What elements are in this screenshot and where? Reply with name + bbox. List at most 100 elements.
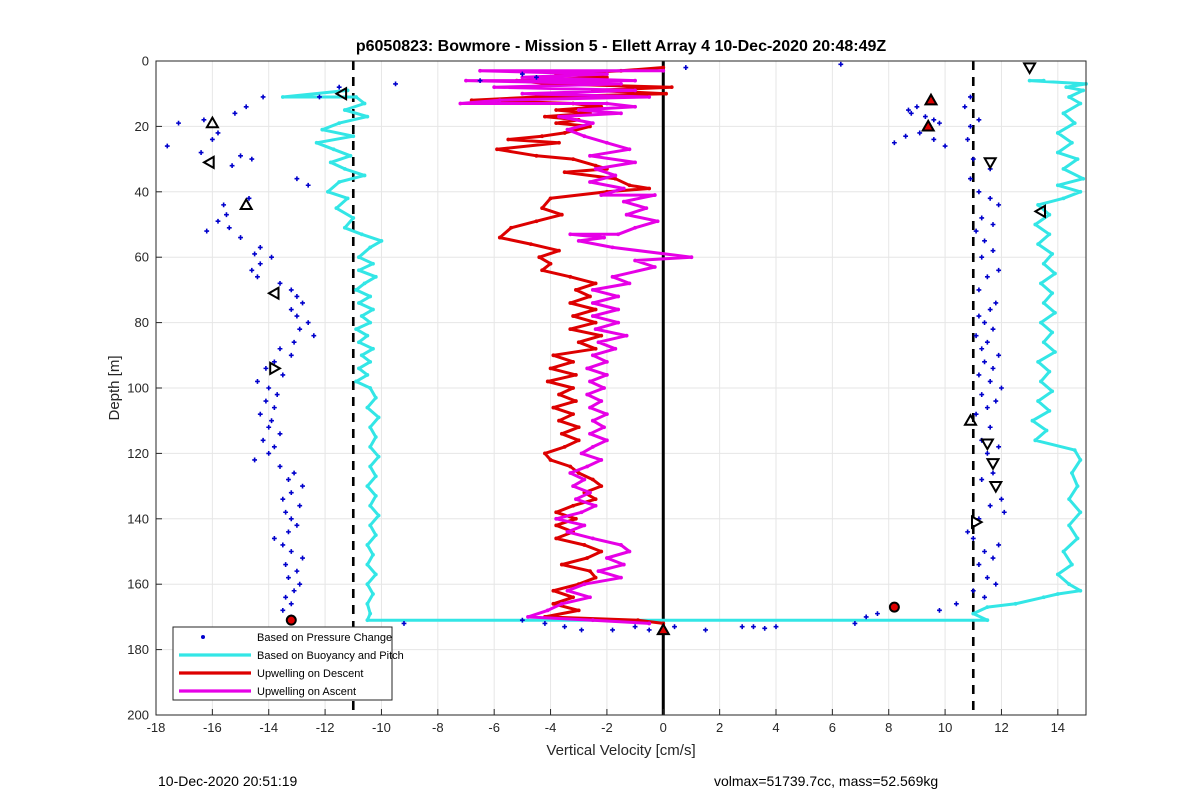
- x-tick-label: 12: [994, 720, 1008, 735]
- pressure-change-point: [976, 313, 982, 319]
- upwelling-on-ascent-point: [605, 373, 609, 377]
- upwelling-on-ascent-point: [633, 160, 637, 165]
- upwelling-on-ascent-point: [593, 167, 598, 171]
- pressure-change-point: [297, 503, 303, 509]
- upwelling-on-descent-point: [582, 543, 587, 547]
- upwelling-on-ascent-point: [605, 140, 609, 145]
- x-tick-label: -2: [601, 720, 613, 735]
- based-on-buoyancy-and-pitch-point: [368, 320, 373, 325]
- pressure-change-point: [672, 624, 677, 630]
- pressure-change-point: [280, 542, 286, 548]
- based-on-buoyancy-and-pitch-point: [1078, 101, 1083, 106]
- upwelling-on-ascent-point: [619, 543, 623, 547]
- pressure-change-point: [987, 379, 993, 384]
- upwelling-on-ascent-point: [492, 85, 497, 90]
- upwelling-on-descent-point: [593, 163, 598, 168]
- based-on-buoyancy-and-pitch-point: [1047, 212, 1052, 217]
- upwelling-on-ascent-point: [599, 193, 604, 197]
- pressure-change-point: [252, 457, 258, 463]
- footer-volmax-mass: volmax=51739.7cc, mass=52.569kg: [714, 773, 939, 789]
- upwelling-on-descent-point: [576, 425, 581, 430]
- triangle-up-marker: [963, 413, 978, 426]
- x-tick-label: -6: [488, 720, 500, 735]
- based-on-buoyancy-and-pitch-point: [1047, 232, 1052, 237]
- upwelling-on-descent-point: [593, 281, 598, 286]
- x-tick-label: 6: [829, 720, 836, 735]
- upwelling-on-descent-point: [497, 235, 502, 240]
- pressure-change-point: [257, 411, 263, 417]
- pressure-change-point: [982, 594, 987, 600]
- upwelling-on-descent-point: [551, 601, 556, 606]
- upwelling-on-ascent-point: [605, 101, 609, 106]
- pressure-change-point: [982, 549, 987, 554]
- pressure-change-point: [990, 326, 996, 332]
- upwelling-on-descent-point: [593, 320, 598, 325]
- upwelling-on-ascent-point: [593, 503, 598, 508]
- pressure-change-point: [984, 274, 990, 280]
- upwelling-on-descent-point: [562, 444, 567, 449]
- y-tick-label: 60: [135, 250, 149, 265]
- pressure-change-point: [990, 248, 996, 254]
- footer-timestamp: 10-Dec-2020 20:51:19: [158, 773, 298, 789]
- based-on-buoyancy-and-pitch-point: [1050, 330, 1055, 335]
- pressure-change-point: [260, 94, 266, 100]
- pressure-change-point: [232, 110, 238, 116]
- based-on-buoyancy-and-pitch-point: [1070, 471, 1074, 475]
- pressure-change-point: [739, 624, 745, 630]
- based-on-buoyancy-and-pitch-point: [1050, 291, 1055, 296]
- based-on-buoyancy-and-pitch-point: [1061, 549, 1066, 554]
- pressure-change-point: [393, 81, 398, 87]
- based-on-buoyancy-and-pitch-point: [1067, 497, 1071, 502]
- pressure-change-point: [271, 536, 277, 541]
- upwelling-on-descent-point: [506, 137, 511, 142]
- upwelling-on-ascent-point: [633, 258, 637, 263]
- pressure-change-point: [263, 365, 269, 371]
- pressure-change-point: [984, 451, 990, 456]
- based-on-buoyancy-and-pitch-point: [1041, 595, 1046, 600]
- pressure-change-point: [224, 212, 229, 218]
- pressure-change-point: [294, 313, 300, 319]
- y-tick-label: 0: [142, 54, 149, 69]
- based-on-buoyancy-and-pitch-point: [368, 294, 373, 299]
- based-on-buoyancy-and-pitch-point: [368, 523, 373, 528]
- based-on-buoyancy-and-pitch-point: [359, 314, 364, 318]
- based-on-buoyancy-and-pitch-point: [1047, 369, 1052, 374]
- based-on-buoyancy-and-pitch-point: [1078, 510, 1083, 515]
- upwelling-on-descent-point: [557, 418, 561, 423]
- pressure-change-point: [965, 529, 971, 535]
- x-tick-label: 8: [885, 720, 892, 735]
- triangle-up-marker: [205, 115, 220, 129]
- based-on-buoyancy-and-pitch-point: [1061, 167, 1066, 171]
- based-on-buoyancy-and-pitch-point: [334, 206, 339, 211]
- upwelling-on-descent-point: [562, 170, 567, 175]
- legend-label: Upwelling on Descent: [257, 668, 363, 680]
- upwelling-on-descent-point: [534, 219, 539, 224]
- pressure-change-point: [255, 274, 260, 280]
- pressure-change-point: [996, 202, 1002, 208]
- pressure-change-point: [229, 163, 235, 169]
- pressure-change-point: [277, 464, 283, 469]
- upwelling-on-ascent-point: [633, 78, 637, 83]
- pressure-change-point: [982, 238, 987, 244]
- based-on-buoyancy-and-pitch-point: [373, 533, 378, 538]
- pressure-change-point: [953, 601, 959, 607]
- pressure-change-point: [937, 120, 942, 126]
- upwelling-on-descent-point: [554, 121, 559, 126]
- pressure-change-point: [968, 124, 973, 129]
- based-on-buoyancy-and-pitch-point: [1036, 399, 1040, 403]
- pressure-change-point: [973, 411, 979, 417]
- based-on-buoyancy-and-pitch-point: [365, 114, 370, 119]
- pressure-change-point: [875, 611, 880, 617]
- upwelling-on-descent-point: [528, 242, 533, 247]
- based-on-buoyancy-and-pitch-point: [365, 543, 370, 547]
- pressure-change-point: [683, 65, 689, 70]
- upwelling-on-ascent-point: [576, 238, 581, 243]
- upwelling-on-descent-point: [574, 516, 578, 521]
- triangle-right-marker: [971, 514, 984, 530]
- based-on-buoyancy-and-pitch-point: [1053, 271, 1057, 276]
- based-on-buoyancy-and-pitch-point: [1036, 242, 1040, 247]
- upwelling-on-ascent-point: [689, 255, 694, 260]
- pressure-change-point: [269, 254, 274, 260]
- upwelling-on-ascent-point: [585, 464, 590, 469]
- upwelling-on-ascent-point: [588, 431, 592, 436]
